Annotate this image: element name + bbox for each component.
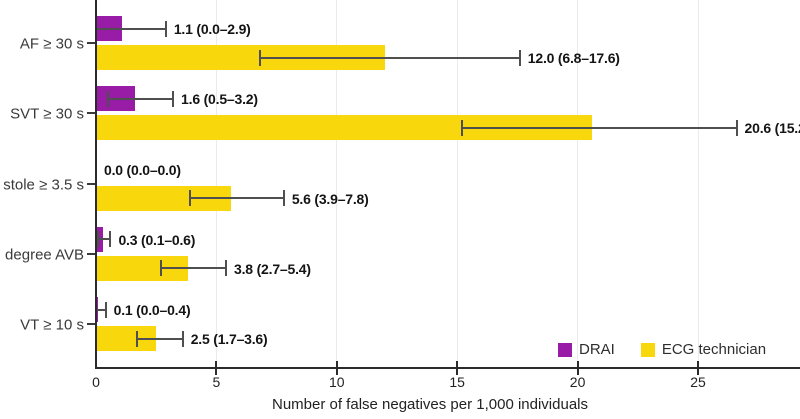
gridline xyxy=(336,0,338,368)
legend-swatch-ecg-technician xyxy=(640,342,655,357)
error-bar-cap xyxy=(181,330,184,347)
error-bar-cap xyxy=(172,90,175,107)
legend-swatch-drai xyxy=(558,342,572,357)
legend-label-drai: DRAI xyxy=(579,341,615,358)
x-axis-title: Number of false negatives per 1,000 indi… xyxy=(271,396,589,413)
gridline xyxy=(456,0,458,368)
category-tick xyxy=(87,112,96,115)
error-bar xyxy=(161,267,227,270)
gridline xyxy=(577,0,579,368)
error-bar-cap xyxy=(461,119,464,136)
category-label: degree AVB xyxy=(5,246,84,264)
x-tick-label: 0 xyxy=(92,374,100,390)
error-bar xyxy=(462,126,737,129)
y-axis-line xyxy=(95,0,97,369)
value-label: 0.3 (0.1–0.6) xyxy=(118,231,196,248)
error-bar-cap xyxy=(104,301,107,318)
category-label: VT ≥ 10 s xyxy=(20,316,84,334)
error-bar xyxy=(96,27,166,30)
value-label: 5.6 (3.9–7.8) xyxy=(291,190,369,207)
x-tick-label: 25 xyxy=(690,374,706,390)
error-bar-cap xyxy=(282,190,285,207)
error-bar-cap xyxy=(107,90,110,107)
legend: DRAI ECG technician xyxy=(558,341,766,358)
error-bar xyxy=(259,56,520,59)
category-label: stole ≥ 3.5 s xyxy=(3,176,84,194)
error-bar-cap xyxy=(518,49,521,66)
x-tick-label: 20 xyxy=(569,374,586,390)
gridline xyxy=(697,0,699,368)
error-bar-cap xyxy=(258,49,261,66)
x-tick-label: 5 xyxy=(212,374,221,390)
error-bar xyxy=(189,197,284,200)
value-label: 20.6 (15.2 xyxy=(744,120,800,137)
error-bar-cap xyxy=(109,231,112,248)
error-bar xyxy=(136,337,183,340)
error-bar-cap xyxy=(188,190,191,207)
error-bar-cap xyxy=(164,20,167,37)
value-label: 3.8 (2.7–5.4) xyxy=(234,260,311,277)
error-bar-cap xyxy=(97,231,100,248)
gridline xyxy=(215,0,217,368)
error-bar xyxy=(108,97,174,100)
legend-item-drai: DRAI xyxy=(558,341,615,358)
value-label: 0.1 (0.0–0.4) xyxy=(113,302,191,319)
value-label: 1.6 (0.5–3.2) xyxy=(181,91,258,108)
category-label: AF ≥ 30 s xyxy=(19,35,84,53)
x-tick-label: 15 xyxy=(449,374,465,390)
category-tick xyxy=(87,323,96,326)
error-bar-cap xyxy=(135,330,138,347)
error-bar-cap xyxy=(225,260,228,277)
value-label: 12.0 (6.8–17.6) xyxy=(527,50,620,66)
error-bar-cap xyxy=(160,260,163,277)
legend-label-ecg-technician: ECG technician xyxy=(661,341,767,358)
error-bar xyxy=(98,238,111,241)
value-label: 2.5 (1.7–3.6) xyxy=(190,331,268,348)
x-axis-line xyxy=(96,367,800,369)
category-tick xyxy=(87,182,96,185)
x-tick-label: 10 xyxy=(329,374,345,390)
legend-item-ecg-technician: ECG technician xyxy=(640,341,767,358)
category-tick xyxy=(87,42,96,44)
value-label: 0.0 (0.0–0.0) xyxy=(104,161,181,178)
error-bar-cap xyxy=(735,119,738,136)
category-label: SVT ≥ 30 s xyxy=(10,105,84,123)
value-label: 1.1 (0.0–2.9) xyxy=(173,21,251,37)
category-tick xyxy=(87,252,96,255)
error-bar xyxy=(96,308,106,311)
